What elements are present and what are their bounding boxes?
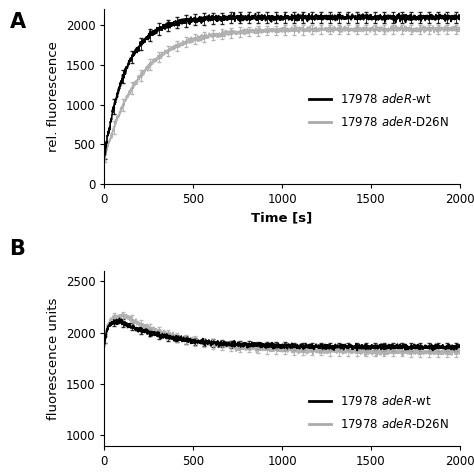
Legend: 17978 $adeR$-wt, 17978 $adeR$-D26N: 17978 $adeR$-wt, 17978 $adeR$-D26N: [305, 389, 454, 436]
Y-axis label: rel. fluorescence: rel. fluorescence: [47, 41, 60, 152]
Y-axis label: fluorescence units: fluorescence units: [47, 297, 60, 419]
Text: A: A: [9, 12, 26, 32]
Text: B: B: [9, 239, 25, 259]
X-axis label: Time [s]: Time [s]: [251, 211, 313, 225]
Legend: 17978 $adeR$-wt, 17978 $adeR$-D26N: 17978 $adeR$-wt, 17978 $adeR$-D26N: [305, 87, 454, 134]
